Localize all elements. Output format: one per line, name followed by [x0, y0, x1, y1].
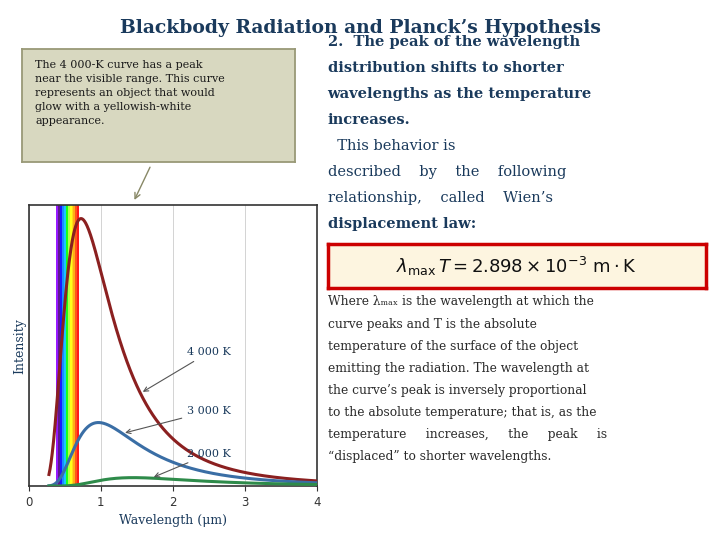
Bar	[71, 205, 73, 486]
Text: Blackbody Radiation and Planck’s Hypothesis: Blackbody Radiation and Planck’s Hypothe…	[120, 19, 600, 37]
Text: The 4 000-K curve has a peak
near the visible range. This curve
represents an ob: The 4 000-K curve has a peak near the vi…	[35, 60, 225, 126]
Text: “displaced” to shorter wavelengths.: “displaced” to shorter wavelengths.	[328, 450, 551, 463]
Text: $\lambda_{\mathrm{max}}\,T = 2.898 \times 10^{-3}\ \mathrm{m \cdot K}$: $\lambda_{\mathrm{max}}\,T = 2.898 \time…	[396, 255, 637, 278]
Text: 2.  The peak of the wavelength: 2. The peak of the wavelength	[328, 35, 580, 49]
Bar	[56, 205, 58, 486]
Text: curve peaks and T is the absolute: curve peaks and T is the absolute	[328, 318, 536, 330]
Text: temperature     increases,     the     peak     is: temperature increases, the peak is	[328, 428, 607, 441]
Text: emitting the radiation. The wavelength at: emitting the radiation. The wavelength a…	[328, 362, 589, 375]
Bar	[73, 205, 76, 486]
Bar	[68, 205, 70, 486]
Text: 3 000 K: 3 000 K	[126, 406, 231, 434]
Bar	[62, 205, 64, 486]
Bar	[76, 205, 77, 486]
Text: This behavior is: This behavior is	[328, 139, 455, 153]
Text: distribution shifts to shorter: distribution shifts to shorter	[328, 61, 563, 75]
Text: wavelengths as the temperature: wavelengths as the temperature	[328, 87, 592, 101]
Text: 4 000 K: 4 000 K	[144, 347, 231, 391]
Bar	[77, 205, 79, 486]
Text: 2 000 K: 2 000 K	[155, 449, 231, 477]
Text: relationship,    called    Wien’s: relationship, called Wien’s	[328, 191, 553, 205]
Bar	[60, 205, 62, 486]
Text: Where λₘₐₓ is the wavelength at which the: Where λₘₐₓ is the wavelength at which th…	[328, 295, 593, 308]
Text: increases.: increases.	[328, 113, 410, 127]
Bar	[66, 205, 68, 486]
Text: temperature of the surface of the object: temperature of the surface of the object	[328, 340, 577, 353]
Bar	[70, 205, 71, 486]
Text: the curve’s peak is inversely proportional: the curve’s peak is inversely proportion…	[328, 384, 586, 397]
Y-axis label: Intensity: Intensity	[13, 318, 26, 374]
Bar	[58, 205, 60, 486]
Text: to the absolute temperature; that is, as the: to the absolute temperature; that is, as…	[328, 406, 596, 419]
X-axis label: Wavelength (μm): Wavelength (μm)	[119, 514, 227, 527]
Bar	[64, 205, 66, 486]
Text: described    by    the    following: described by the following	[328, 165, 566, 179]
Text: displacement law:: displacement law:	[328, 217, 476, 231]
